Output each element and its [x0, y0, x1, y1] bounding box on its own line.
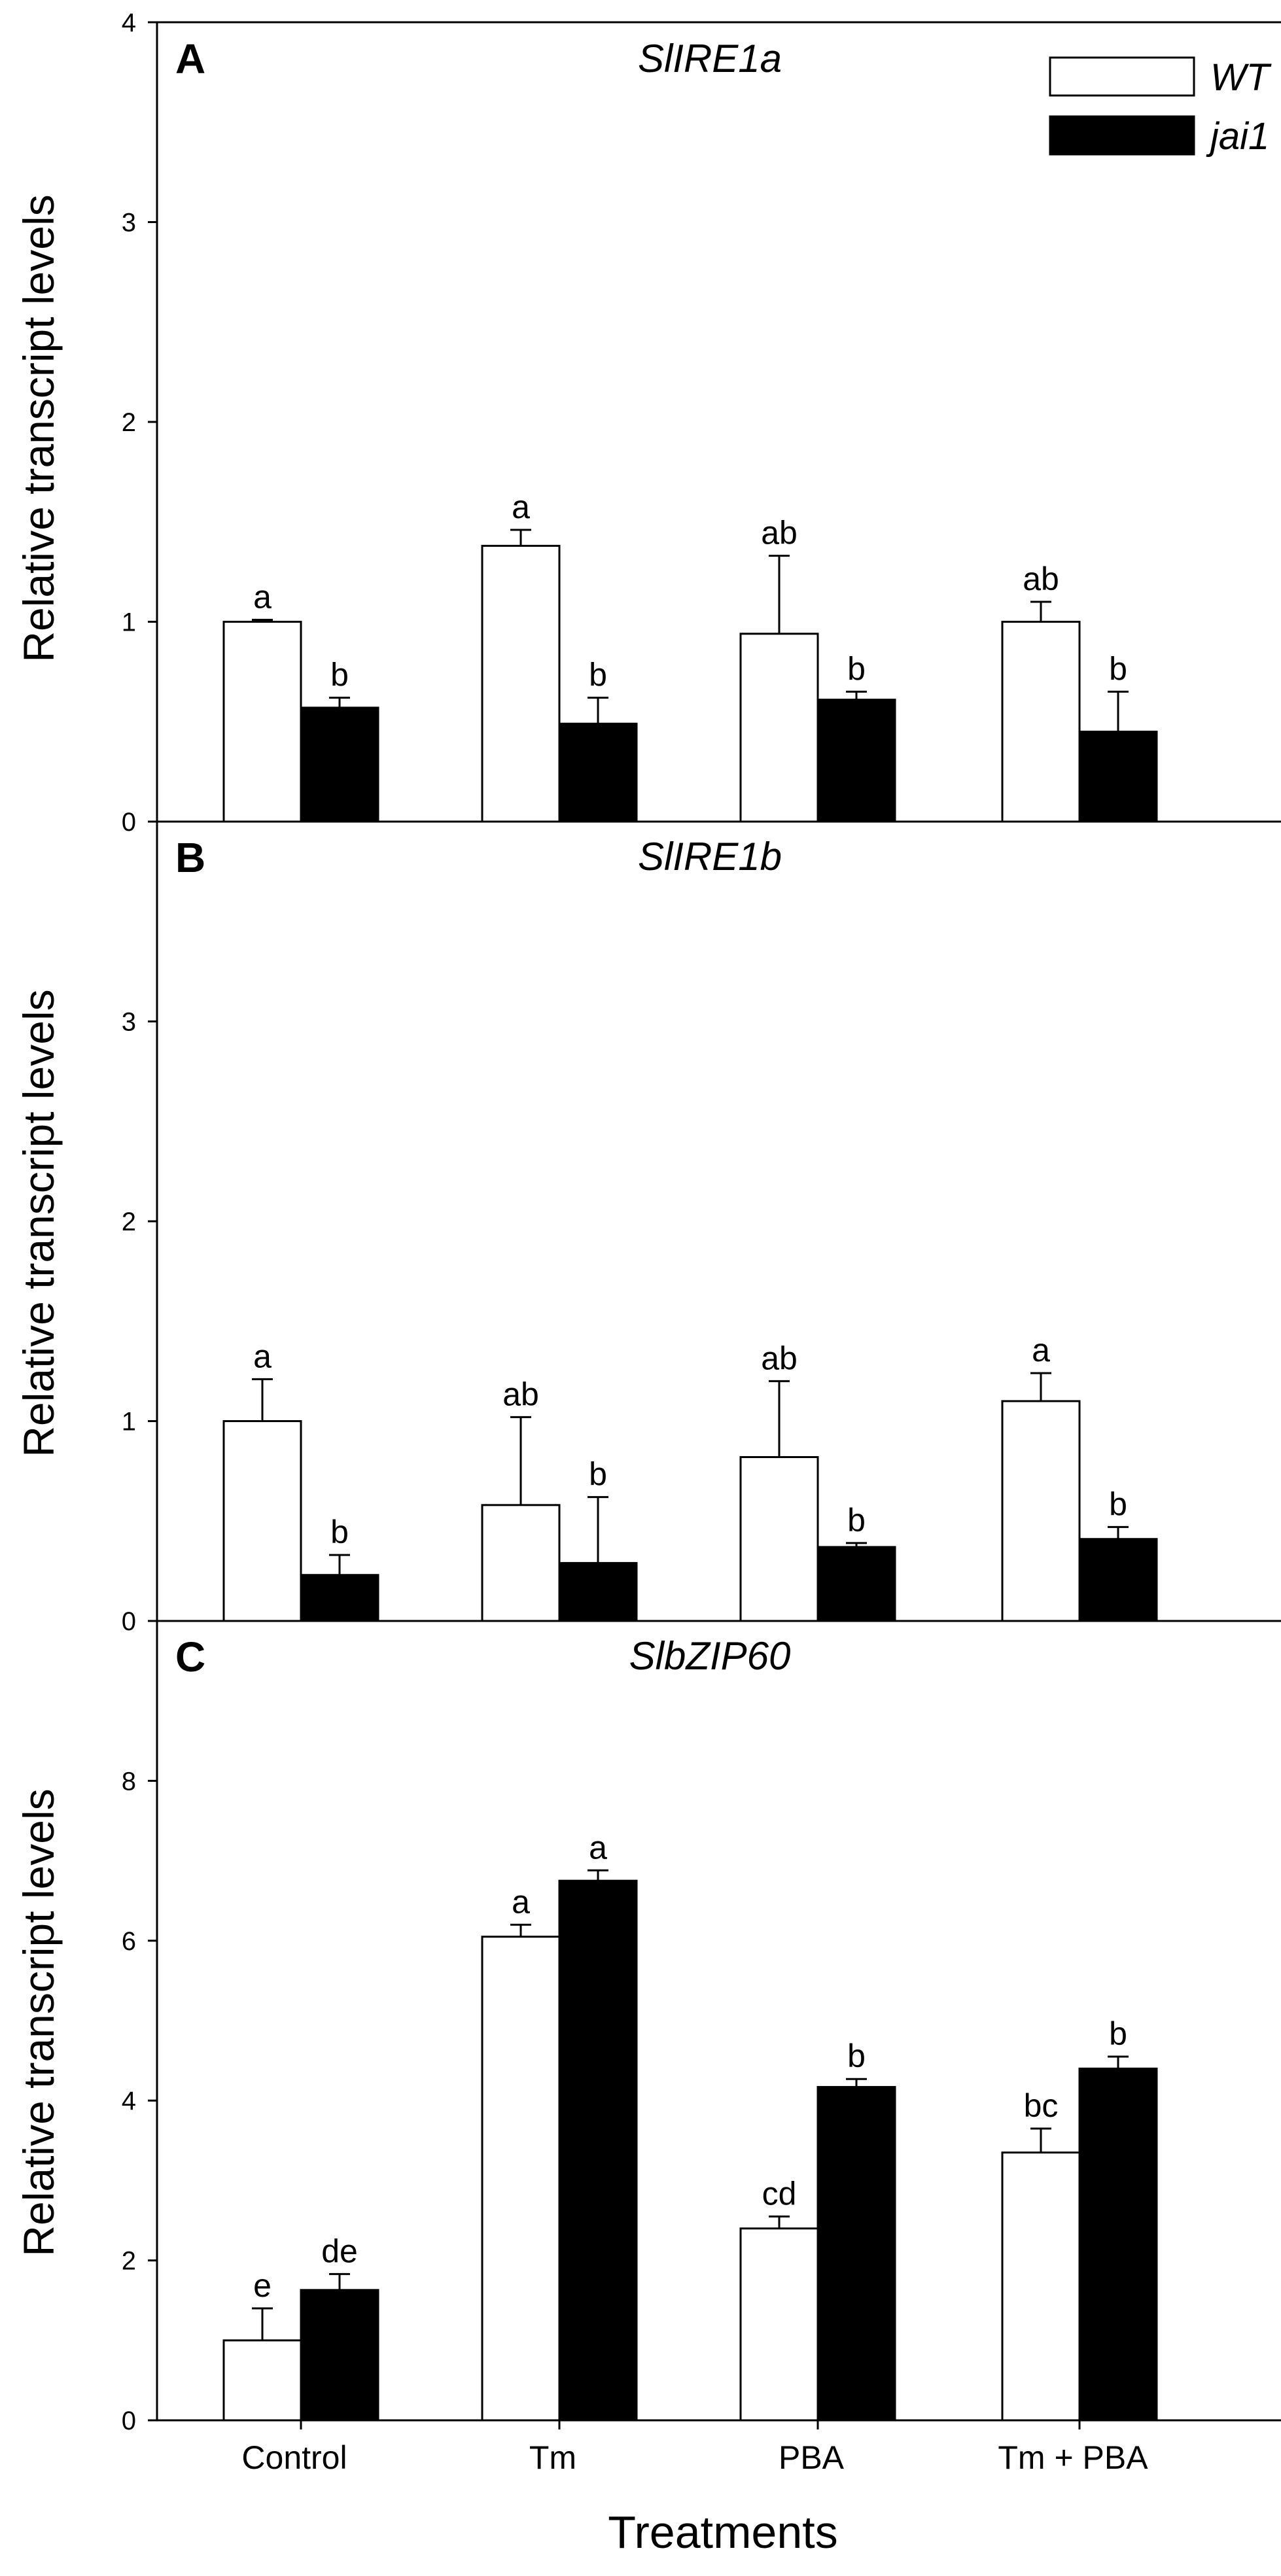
- panel-a-bar-wt: [481, 544, 561, 823]
- panel-c-significance-letter: a: [512, 1883, 530, 1920]
- panel-b-significance-letter: a: [1032, 1332, 1050, 1368]
- panel-c-bar-jai1: [816, 2085, 896, 2422]
- panel-b-ytick-label: 1: [122, 1408, 136, 1436]
- legend-label-jai1: jai1: [1206, 115, 1269, 158]
- panel-a-ytick-label: 2: [122, 408, 136, 437]
- panel-a-ytick-label: 1: [122, 608, 136, 637]
- panel-c-ylabel: Relative transcript levels: [14, 1788, 63, 2256]
- panel-a-ytick-label: 4: [122, 9, 136, 37]
- panel-a-bar-wt: [739, 633, 819, 823]
- panel-b-significance-letter: b: [589, 1456, 607, 1493]
- panel-c-significance-letter: a: [589, 1829, 607, 1866]
- panel-c-significance-letter: b: [847, 2038, 866, 2074]
- panel-c-ytick-label: 6: [122, 1927, 136, 1956]
- panel-b-title: SlIRE1b: [638, 835, 782, 879]
- panel-b-ytick-label: 0: [122, 1607, 136, 1636]
- panel-c-bar-wt: [222, 2339, 302, 2422]
- panel-c-bar-wt: [481, 1936, 561, 2422]
- panel-b-bar-wt: [222, 1420, 302, 1622]
- panel-c-bar-wt: [739, 2227, 819, 2422]
- panel-c-bars: e de a a cd b bc b: [222, 1829, 1158, 2422]
- panel-c-significance-letter: bc: [1024, 2087, 1059, 2124]
- panel-a-significance-letter: b: [847, 650, 866, 687]
- panel-b-ylabel: Relative transcript levels: [14, 989, 63, 1457]
- panel-a-significance-letter: ab: [761, 515, 798, 551]
- panel-a-significance-letter: a: [253, 578, 272, 615]
- panel-a-significance-letter: b: [589, 657, 607, 693]
- panel-b-ytick-label: 2: [122, 1208, 136, 1236]
- panel-a-y-axis: 0 1 2 3 4: [122, 9, 157, 837]
- panel-a: A SlIRE1a Relative transcript levels 0 1 2…: [14, 9, 1281, 837]
- panel-c-ytick-label: 8: [122, 1767, 136, 1796]
- panel-c-bar-jai1: [1078, 2067, 1158, 2422]
- panel-c-frame: [156, 1620, 1281, 2422]
- legend-swatch-wt: [1049, 56, 1195, 97]
- x-category-label: Tm + PBA: [998, 2439, 1148, 2476]
- panel-a-significance-letter: a: [512, 489, 530, 525]
- panel-b-bar-jai1: [558, 1561, 638, 1622]
- panel-a-ytick-label: 0: [122, 808, 136, 837]
- panel-b-letter: B: [175, 834, 205, 881]
- panel-b-significance-letter: ab: [502, 1376, 539, 1412]
- panel-c-y-axis: 0 2 4 6 8: [122, 1767, 157, 2435]
- panel-c-title: SlbZIP60: [629, 1634, 791, 1678]
- panel-a-bar-jai1: [1078, 731, 1158, 823]
- panel-a-bar-wt: [1001, 621, 1081, 823]
- panel-c-ytick-label: 2: [122, 2247, 136, 2276]
- x-category-label: Tm: [529, 2439, 576, 2476]
- panel-c-significance-letter: e: [253, 2267, 272, 2304]
- legend-label-wt: WT: [1210, 56, 1272, 99]
- panel-b-bar-wt: [1001, 1400, 1081, 1622]
- panel-b-bar-jai1: [816, 1546, 896, 1622]
- panel-b-y-axis: 0 1 2 3: [122, 1008, 157, 1636]
- panel-b-significance-letter: b: [847, 1502, 866, 1539]
- panel-b-significance-letter: a: [253, 1338, 272, 1374]
- panel-a-significance-letter: b: [330, 657, 349, 693]
- panel-c-ytick-label: 0: [122, 2407, 136, 2435]
- panel-a-significance-letter: b: [1109, 650, 1127, 687]
- legend: WT jai1: [1049, 56, 1272, 158]
- panel-c-significance-letter: de: [321, 2233, 358, 2269]
- panel-a-bar-jai1: [558, 722, 638, 823]
- panel-a-bar-jai1: [300, 706, 379, 823]
- panel-c-significance-letter: b: [1109, 2015, 1127, 2052]
- panel-b-bar-wt: [739, 1455, 819, 1622]
- panel-a-title: SlIRE1a: [638, 37, 782, 80]
- panel-c-bar-jai1: [300, 2289, 379, 2422]
- panel-c-ytick-label: 4: [122, 2087, 136, 2115]
- panel-c-bar-wt: [1001, 2151, 1081, 2422]
- panel-b-bar-jai1: [1078, 1538, 1158, 1622]
- panel-b: B SlIRE1b Relative transcript levels 0 1 2…: [14, 820, 1281, 1636]
- panel-c: C SlbZIP60 Relative transcript levels 0 2…: [14, 1620, 1281, 2476]
- x-axis-title: Treatments: [608, 2507, 837, 2558]
- panel-b-significance-letter: b: [1109, 1486, 1127, 1522]
- panel-b-significance-letter: b: [330, 1514, 349, 1550]
- panel-a-ytick-label: 3: [122, 209, 136, 237]
- x-category-label: Control: [241, 2439, 347, 2476]
- panel-b-ytick-label: 3: [122, 1008, 136, 1037]
- panel-b-bar-jai1: [300, 1574, 379, 1622]
- panel-b-bar-wt: [481, 1504, 561, 1622]
- panel-a-significance-letter: ab: [1023, 561, 1059, 597]
- legend-swatch-jai1: [1049, 115, 1195, 156]
- panel-c-letter: C: [175, 1633, 205, 1680]
- panel-c-x-categories: Control Tm PBA Tm + PBA: [241, 2420, 1148, 2476]
- panel-c-significance-letter: cd: [762, 2175, 797, 2212]
- panel-a-ylabel: Relative transcript levels: [14, 194, 63, 662]
- x-category-label: PBA: [779, 2439, 845, 2476]
- panel-a-bar-jai1: [816, 699, 896, 823]
- panel-c-bar-jai1: [558, 1879, 638, 2422]
- panel-b-significance-letter: ab: [761, 1340, 798, 1376]
- panel-a-letter: A: [175, 35, 205, 82]
- panel-a-bar-wt: [222, 621, 302, 823]
